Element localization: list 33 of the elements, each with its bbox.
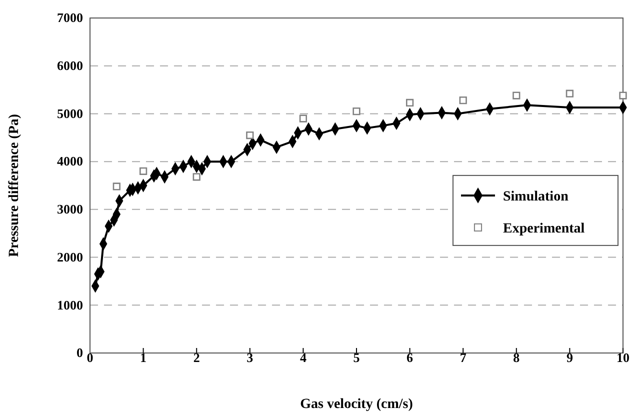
- point: [139, 167, 148, 175]
- point: [459, 96, 467, 104]
- point: [512, 92, 520, 100]
- y-tick-label: 1000: [57, 297, 83, 312]
- y-tick-label: 3000: [57, 202, 83, 217]
- point: [406, 98, 414, 107]
- y-axis-title: Pressure difference (Pa): [7, 114, 22, 258]
- x-tick-label: 8: [513, 350, 520, 365]
- y-tick-label: 7000: [57, 10, 83, 26]
- x-tick-label: 10: [616, 350, 630, 365]
- x-tick-label: 0: [86, 350, 94, 365]
- x-tick-label: 2: [193, 350, 200, 365]
- x-tick-label: 9: [566, 350, 574, 365]
- legend-label: Simulation: [503, 189, 569, 204]
- x-tick-label: 1: [140, 350, 147, 365]
- y-tick-label: 4000: [57, 154, 83, 169]
- point: [352, 108, 360, 116]
- point: [246, 131, 254, 140]
- point: [192, 173, 200, 181]
- point: [299, 114, 308, 122]
- x-axis-title: Gas velocity (cm/s): [300, 397, 414, 412]
- x-tick-label: 3: [246, 350, 254, 365]
- y-tick-label: 6000: [57, 58, 83, 74]
- y-tick-label: 2000: [57, 249, 83, 264]
- y-tick-label: 5000: [57, 106, 83, 121]
- point: [619, 92, 627, 100]
- x-tick-label: 6: [406, 350, 414, 365]
- x-tick-label: 5: [353, 350, 360, 365]
- point: [112, 182, 120, 190]
- x-tick-label: 4: [300, 350, 307, 365]
- x-tick-label: 7: [460, 350, 467, 365]
- legend-label: Experimental: [503, 221, 585, 236]
- point: [566, 90, 574, 98]
